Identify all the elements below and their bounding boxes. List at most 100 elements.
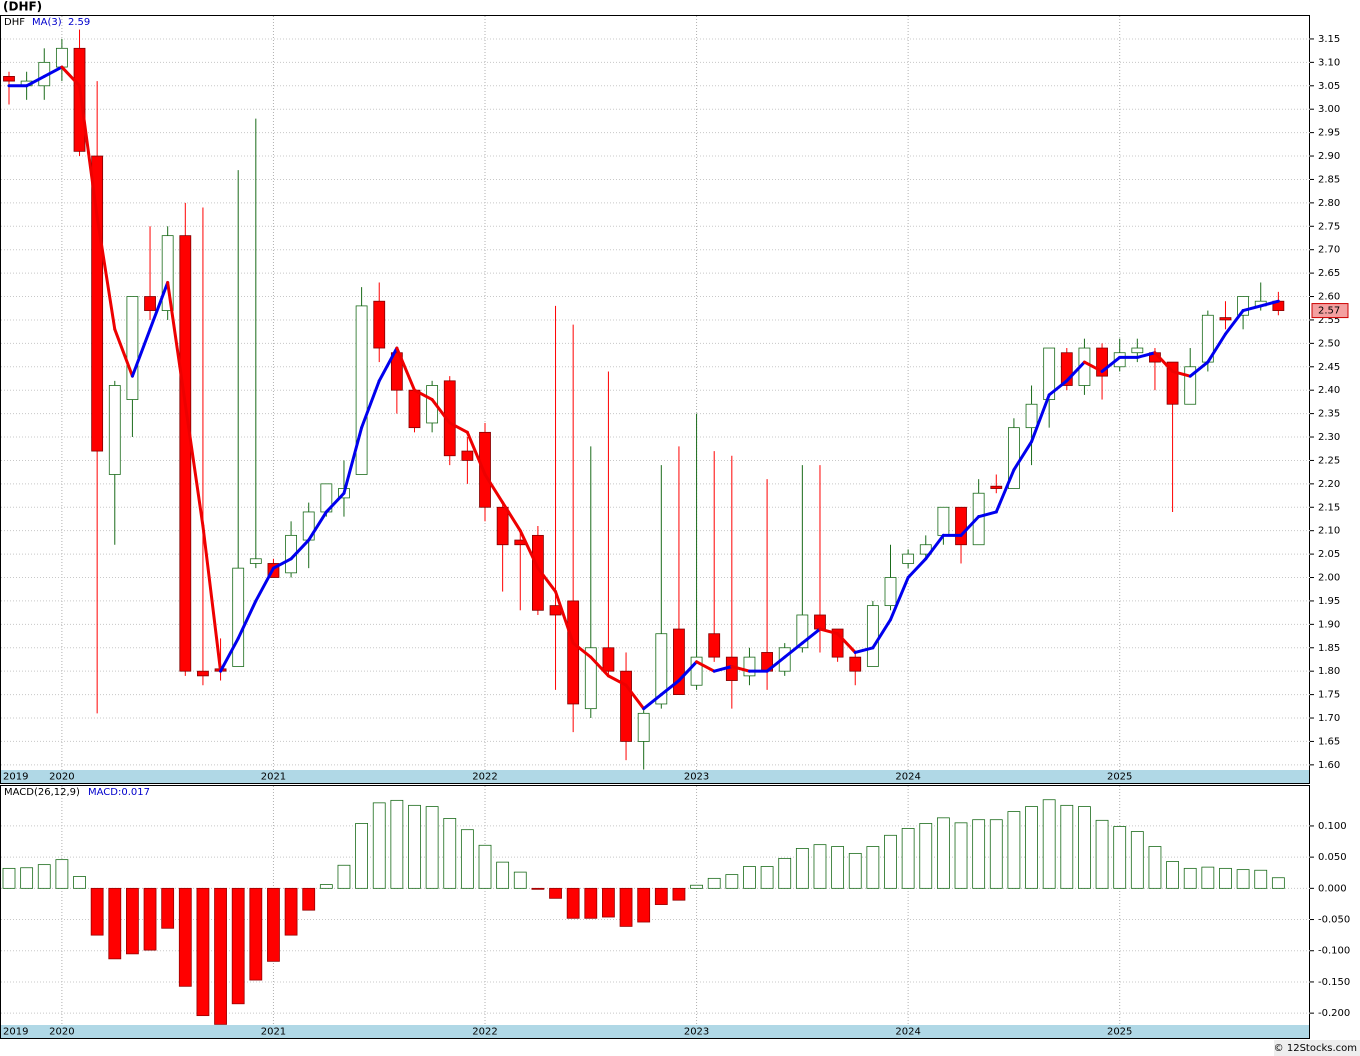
ma-segment bbox=[589, 655, 610, 678]
x-tick-label: 2024 bbox=[895, 1027, 920, 1038]
y-tick-label: -0.050 bbox=[1318, 915, 1350, 926]
ma-segment bbox=[624, 683, 646, 711]
candle-body bbox=[602, 647, 615, 672]
macd-bar bbox=[443, 818, 457, 889]
ma-segment bbox=[783, 641, 804, 659]
macd-bar bbox=[284, 887, 298, 936]
candle-body bbox=[620, 670, 632, 742]
candle-body bbox=[461, 450, 474, 461]
ma-segment bbox=[994, 468, 1016, 514]
macd-bar bbox=[602, 887, 615, 918]
macd-bar bbox=[778, 857, 792, 889]
y-tick-label: 0.000 bbox=[1318, 883, 1347, 894]
macd-readout: MACD:0.017 bbox=[88, 787, 150, 798]
macd-bar bbox=[707, 877, 721, 889]
y-tick-label: 3.15 bbox=[1318, 34, 1340, 45]
price-date-band bbox=[1, 770, 1309, 783]
macd-bar bbox=[831, 846, 845, 889]
macd-bar bbox=[725, 874, 739, 889]
x-tick-label: 2025 bbox=[1107, 772, 1132, 783]
ma-segment bbox=[695, 660, 716, 673]
y-tick-label: 2.10 bbox=[1318, 526, 1340, 537]
y-tick-label: 2.25 bbox=[1318, 455, 1340, 466]
ma-segment bbox=[765, 655, 787, 673]
legend-ma-value: 2.59 bbox=[68, 17, 90, 28]
y-tick-label: 2.65 bbox=[1318, 268, 1340, 279]
macd-bar bbox=[143, 887, 157, 951]
candle-body bbox=[355, 305, 368, 475]
candle-body bbox=[1025, 403, 1038, 429]
footer: © 12Stocks.com bbox=[1274, 1043, 1357, 1054]
macd-bar bbox=[936, 817, 950, 889]
ma-segment bbox=[395, 346, 416, 392]
ma-segment bbox=[1171, 369, 1192, 378]
ma-segment bbox=[906, 557, 928, 580]
candle-body bbox=[796, 614, 809, 649]
ma-segment bbox=[712, 665, 734, 673]
macd-bar bbox=[372, 802, 386, 889]
candle-body bbox=[232, 567, 245, 667]
y-tick-label: 2.60 bbox=[1318, 292, 1340, 303]
candle-body bbox=[584, 647, 597, 710]
candle-body bbox=[637, 712, 650, 742]
ma-segment bbox=[571, 641, 593, 659]
macd-bar bbox=[126, 887, 139, 955]
candle-body bbox=[126, 296, 139, 400]
ma-segment bbox=[130, 327, 152, 378]
candle-body bbox=[532, 534, 544, 611]
macd-bar bbox=[1271, 877, 1285, 889]
candle-body bbox=[1096, 347, 1108, 377]
ma-segment bbox=[1100, 355, 1122, 373]
ma-segment bbox=[606, 674, 628, 687]
candle-body bbox=[496, 506, 509, 546]
ma-segment bbox=[60, 65, 82, 88]
y-tick-label: 3.10 bbox=[1318, 57, 1340, 68]
ma-segment bbox=[95, 215, 117, 331]
y-tick-label: 3.05 bbox=[1318, 81, 1340, 92]
y-tick-label: 2.40 bbox=[1318, 385, 1340, 396]
candle-body bbox=[1131, 347, 1144, 354]
candle-body bbox=[1043, 347, 1056, 400]
x-tick-label: 2019 bbox=[3, 772, 28, 783]
candle-body bbox=[937, 506, 950, 536]
y-tick-label: 2.45 bbox=[1318, 362, 1340, 373]
y-tick-label: -0.100 bbox=[1318, 946, 1350, 957]
y-tick-label: 2.75 bbox=[1318, 221, 1340, 232]
candle-body bbox=[955, 506, 967, 546]
y-tick-label: -0.150 bbox=[1318, 977, 1350, 988]
macd-bar bbox=[690, 884, 703, 889]
x-tick-label: 2020 bbox=[49, 1027, 74, 1038]
y-tick-label: 1.60 bbox=[1318, 760, 1340, 771]
ma-segment bbox=[677, 660, 699, 683]
candle-body bbox=[1060, 352, 1073, 386]
macd-bar bbox=[1219, 867, 1232, 889]
ma-segment bbox=[183, 402, 205, 528]
ma-segment bbox=[360, 379, 381, 430]
x-tick-label: 2022 bbox=[472, 772, 497, 783]
macd-legend: MACD(26,12,9) bbox=[4, 787, 80, 798]
macd-bar bbox=[1183, 867, 1197, 889]
ma-segment bbox=[800, 627, 822, 645]
y-tick-label: 2.35 bbox=[1318, 409, 1340, 420]
chart-title: (DHF) bbox=[3, 0, 42, 14]
macd-bar bbox=[55, 859, 69, 889]
x-tick-label: 2019 bbox=[3, 1027, 28, 1038]
candle-body bbox=[197, 670, 209, 677]
ma-segment bbox=[518, 529, 540, 570]
ma-segment bbox=[148, 280, 170, 331]
macd-bar bbox=[1025, 806, 1038, 889]
legend-symbol: DHF bbox=[4, 17, 25, 28]
ma-segment bbox=[1223, 309, 1245, 336]
macd-bar bbox=[408, 804, 421, 889]
ma-segment bbox=[836, 632, 857, 654]
ma-segment bbox=[977, 510, 998, 519]
y-tick-label: 1.85 bbox=[1318, 643, 1340, 654]
y-tick-label: 1.75 bbox=[1318, 690, 1340, 701]
macd-bar bbox=[1095, 819, 1109, 889]
ma-segment bbox=[465, 430, 487, 476]
macd-bar bbox=[390, 799, 404, 889]
ma-segment bbox=[271, 557, 293, 570]
ma-segment bbox=[1047, 379, 1069, 397]
ma-segment bbox=[324, 491, 346, 514]
y-tick-label: 2.30 bbox=[1318, 432, 1340, 443]
